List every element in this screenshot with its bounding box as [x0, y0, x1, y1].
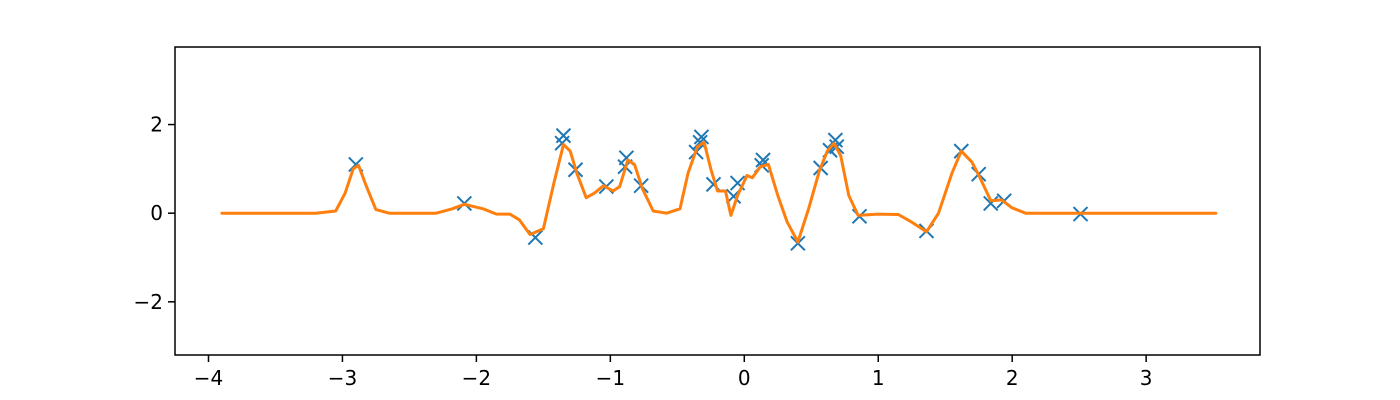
data-point-11 — [693, 129, 710, 145]
y-tick-label: 2 — [150, 113, 163, 137]
x-tick-label: −2 — [462, 366, 491, 390]
y-tick-label: 0 — [150, 201, 163, 225]
data-point-27 — [983, 195, 999, 212]
curve-line — [220, 140, 1218, 244]
x-tick-label: −4 — [194, 366, 223, 390]
x-tick-label: −1 — [596, 366, 625, 390]
x-axis: −4 −3 −2 −1 0 1 2 3 — [194, 355, 1153, 390]
x-tick-label: 0 — [738, 366, 751, 390]
x-tick-label: 3 — [1140, 366, 1153, 390]
y-tick-label: −2 — [134, 290, 163, 314]
plot-frame — [174, 46, 1261, 356]
x-tick-label: −3 — [328, 366, 357, 390]
x-tick-label: 1 — [872, 366, 885, 390]
y-axis: −2 0 2 — [134, 113, 175, 314]
x-tick-label: 2 — [1006, 366, 1019, 390]
